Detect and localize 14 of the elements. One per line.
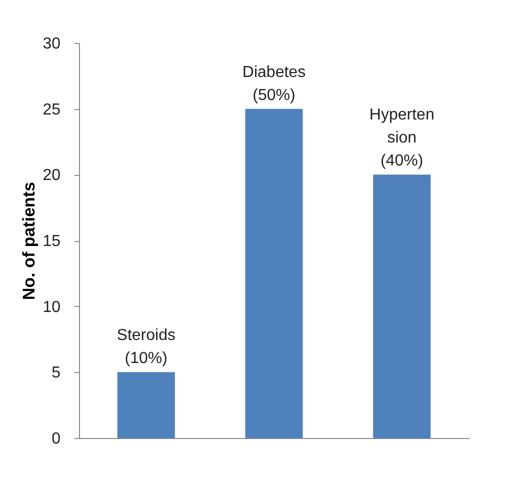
y-tick-label: 5: [52, 364, 61, 382]
x-tick-label: Diabetes (50%): [242, 64, 306, 104]
x-tick-label: Hyperten sion (40%): [369, 106, 434, 170]
bar: [245, 108, 303, 438]
bar: [373, 174, 431, 438]
y-tick-label: 25: [42, 101, 61, 118]
bar: [117, 372, 175, 438]
y-tick-label: 20: [42, 167, 61, 184]
y-tick-label: 30: [42, 36, 61, 52]
x-tick-label: Steroids (10%): [116, 327, 176, 368]
y-tick-label: 15: [42, 233, 61, 250]
y-axis-title: No. of patients: [20, 182, 39, 300]
y-tick-label: 0: [52, 430, 61, 448]
y-tick-label: 10: [42, 298, 61, 316]
